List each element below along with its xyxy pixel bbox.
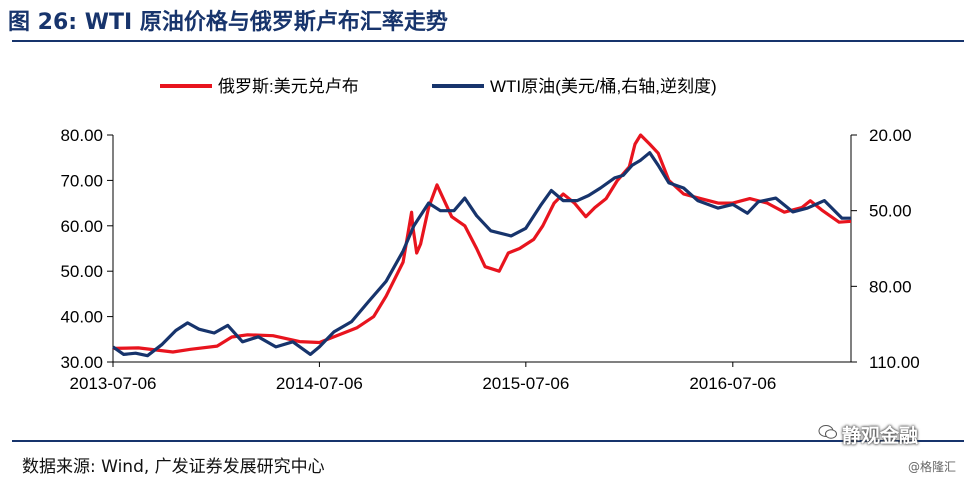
x-tick-label: 2015-07-06 (482, 374, 569, 393)
title-rule (12, 40, 964, 42)
axes: 30.00 40.00 50.00 60.00 70.00 80.00 20.00 50.00… (60, 126, 919, 393)
x-tick-label: 2016-07-06 (689, 374, 776, 393)
legend-label-rub: 俄罗斯:美元兑卢布 (218, 77, 359, 96)
chart-title: 图 26: WTI 原油价格与俄罗斯卢布汇率走势 (8, 10, 448, 35)
y-left-tick-label: 80.00 (60, 126, 103, 145)
data-source: 数据来源: Wind, 广发证券发展研究中心 (22, 457, 325, 477)
legend-label-wti: WTI原油(美元/桶,右轴,逆刻度) (490, 77, 717, 96)
y-right-tick-label: 110.00 (869, 353, 920, 372)
watermark: 静观金融 (842, 425, 919, 447)
y-left-tick-label: 50.00 (60, 262, 103, 281)
series-layer (112, 133, 852, 358)
x-tick-label: 2014-07-06 (276, 374, 363, 393)
y-right-tick-label: 80.00 (869, 277, 912, 296)
y-left-tick-label: 70.00 (60, 171, 103, 190)
y-left-tick-label: 40.00 (60, 308, 103, 327)
credit: @格隆汇 (908, 460, 957, 474)
wechat-icon (818, 425, 837, 439)
y-left-tick-label: 30.00 (60, 353, 103, 372)
rub-usd-line (112, 133, 852, 354)
legend: 俄罗斯:美元兑卢布 WTI原油(美元/桶,右轴,逆刻度) (160, 77, 717, 96)
footer-rule (12, 440, 964, 442)
wti-rub-chart: 俄罗斯:美元兑卢布 WTI原油(美元/桶,右轴,逆刻度) 30.00 40.00 50… (60, 77, 919, 393)
x-tick-label: 2013-07-06 (70, 374, 157, 393)
y-left-tick-label: 60.00 (60, 217, 103, 236)
y-right-tick-label: 50.00 (869, 202, 912, 221)
wti-oil-line (112, 151, 851, 358)
y-right-tick-label: 20.00 (869, 126, 912, 145)
